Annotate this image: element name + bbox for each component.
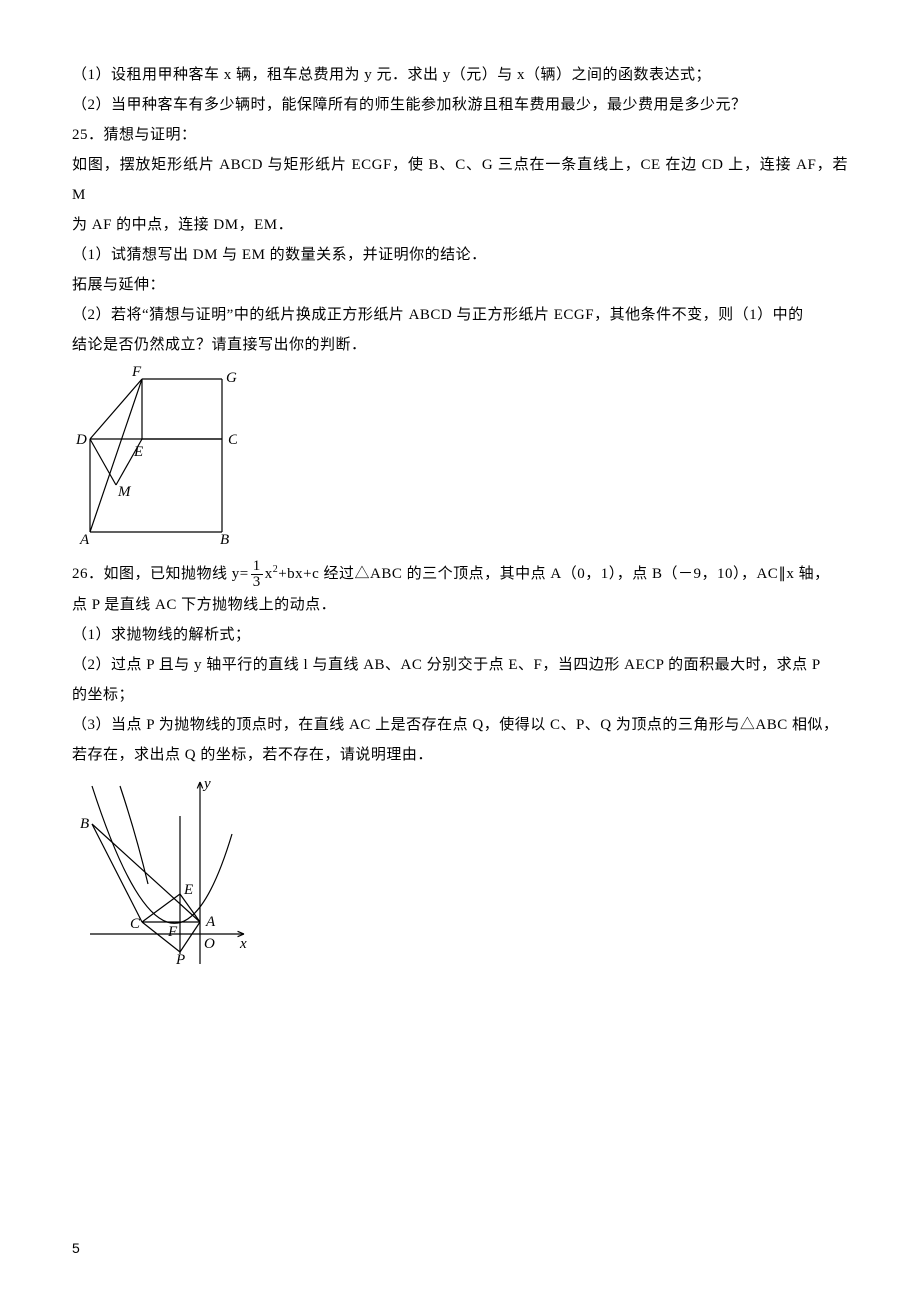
figure-parabola-svg: y x OA B C E FP	[72, 774, 252, 974]
text-line: 结论是否仍然成立？请直接写出你的判断．	[72, 330, 848, 360]
text-line: （1）求抛物线的解析式；	[72, 620, 848, 650]
page: （1）设租用甲种客车 x 辆，租车总费用为 y 元．求出 y（元）与 x（辆）之…	[0, 0, 920, 1302]
text-line: 25．猜想与证明：	[72, 120, 848, 150]
svg-text:D: D	[75, 432, 87, 448]
svg-text:O: O	[204, 936, 215, 952]
text-line: 点 P 是直线 AC 下方抛物线上的动点．	[72, 590, 848, 620]
text-fragment: x	[265, 566, 273, 582]
svg-text:E: E	[133, 444, 143, 460]
text-line: （2）若将“猜想与证明”中的纸片换成正方形纸片 ABCD 与正方形纸片 ECGF…	[72, 300, 848, 330]
text-line: （3）当点 P 为抛物线的顶点时，在直线 AC 上是否存在点 Q，使得以 C、P…	[72, 710, 848, 740]
svg-text:P: P	[175, 952, 185, 968]
text-line: （1）设租用甲种客车 x 辆，租车总费用为 y 元．求出 y（元）与 x（辆）之…	[72, 60, 848, 90]
svg-text:B: B	[80, 816, 89, 832]
figure-rectangles: A B C D E F G M	[72, 364, 848, 555]
svg-text:E: E	[183, 882, 193, 898]
page-number: 5	[72, 1234, 80, 1262]
text-line: （2）过点 P 且与 y 轴平行的直线 l 与直线 AB、AC 分别交于点 E、…	[72, 650, 848, 680]
svg-text:x: x	[239, 936, 247, 952]
text-line: 拓展与延伸：	[72, 270, 848, 300]
text-line: （2）当甲种客车有多少辆时，能保障所有的师生能参加秋游且租车费用最少，最少费用是…	[72, 90, 848, 120]
svg-text:C: C	[130, 916, 141, 932]
svg-text:M: M	[117, 484, 132, 500]
svg-text:B: B	[220, 532, 229, 544]
svg-text:C: C	[228, 432, 237, 448]
fraction: 13	[251, 559, 263, 590]
svg-text:y: y	[202, 776, 211, 792]
text-line: 如图，摆放矩形纸片 ABCD 与矩形纸片 ECGF，使 B、C、G 三点在一条直…	[72, 150, 848, 210]
text-line: 为 AF 的中点，连接 DM，EM．	[72, 210, 848, 240]
text-line: 26．如图，已知抛物线 y=13x2+bx+c 经过△ABC 的三个顶点，其中点…	[72, 559, 848, 590]
text-line: （1）试猜想写出 DM 与 EM 的数量关系，并证明你的结论．	[72, 240, 848, 270]
svg-text:F: F	[131, 364, 142, 380]
fraction-numerator: 1	[251, 559, 263, 575]
svg-text:G: G	[226, 370, 237, 386]
fraction-denominator: 3	[251, 575, 263, 590]
text-line: 若存在，求出点 Q 的坐标，若不存在，请说明理由．	[72, 740, 848, 770]
svg-text:A: A	[79, 532, 90, 544]
text-line: 的坐标；	[72, 680, 848, 710]
figure-rectangles-svg: A B C D E F G M	[72, 364, 237, 544]
figure-parabola: y x OA B C E FP	[72, 774, 848, 985]
svg-text:A: A	[205, 914, 216, 930]
svg-text:F: F	[167, 924, 178, 940]
text-fragment: 26．如图，已知抛物线 y=	[72, 566, 249, 582]
text-fragment: +bx+c 经过△ABC 的三个顶点，其中点 A（0，1），点 B（－9，10）…	[278, 566, 829, 582]
